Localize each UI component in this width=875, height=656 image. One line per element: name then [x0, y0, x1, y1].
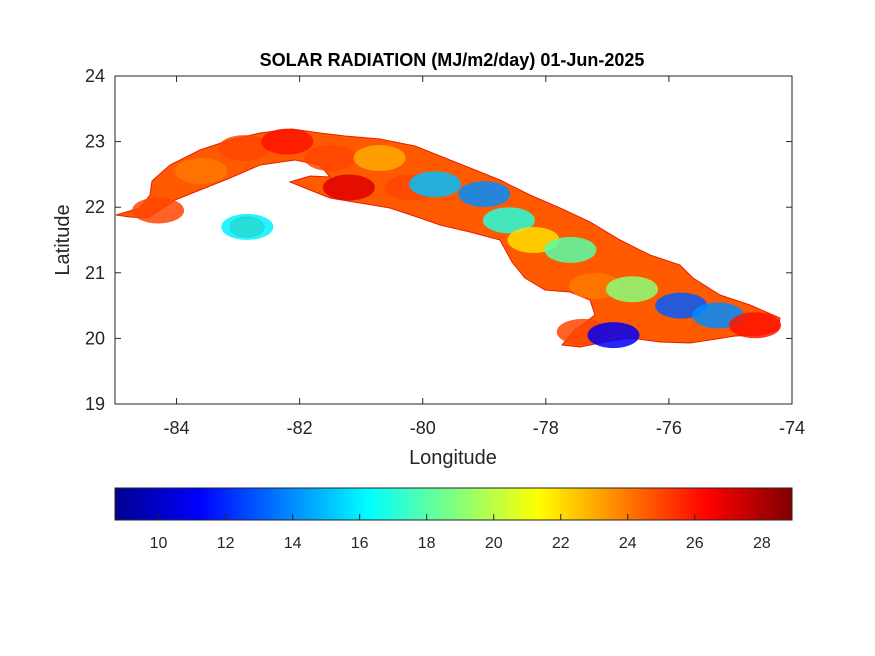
y-tick-label: 20: [85, 328, 105, 348]
value-cell-14: [605, 276, 658, 303]
x-tick-label: -76: [656, 418, 682, 438]
colorbar-tick-label: 20: [485, 535, 503, 552]
plot-area: [114, 75, 793, 405]
value-cell-4: [304, 145, 357, 171]
colorbar-tick-label: 28: [753, 535, 771, 552]
x-axis-label: Longitude: [409, 447, 497, 469]
colorbar-tick-label: 16: [351, 535, 369, 552]
value-cell-10: [482, 207, 535, 234]
x-tick-label: -82: [287, 418, 313, 438]
value-cell-12: [544, 236, 597, 263]
x-tick-label: -74: [779, 418, 805, 438]
colorbar: [114, 487, 793, 521]
x-tick-label: -84: [164, 418, 190, 438]
x-tick-label: -80: [410, 418, 436, 438]
y-tick-label: 23: [85, 132, 105, 152]
y-tick-label: 21: [85, 263, 105, 283]
y-tick-label: 24: [85, 66, 105, 86]
value-cell-6: [353, 145, 406, 171]
value-cell-20: [221, 213, 274, 240]
colorbar-tick-label: 14: [284, 535, 302, 552]
chart-title: SOLAR RADIATION (MJ/m2/day) 01-Jun-2025: [260, 50, 645, 70]
colorbar-tick-label: 10: [150, 535, 168, 552]
value-cell-1: [175, 158, 228, 185]
colorbar-ticks: 10 12 14 16 18 20 22 24 26 28: [150, 514, 771, 552]
colorbar-tick-label: 22: [552, 535, 570, 552]
y-axis: 19 20 21 22 23 24: [85, 66, 792, 414]
value-cell-2: [218, 135, 271, 162]
value-cell-3: [261, 128, 314, 155]
value-cell-8: [409, 171, 462, 198]
colorbar-tick-label: 24: [619, 535, 637, 552]
value-cell-17: [729, 312, 782, 339]
value-cell-0: [132, 197, 185, 224]
x-axis: -84 -82 -80 -78 -76 -74: [164, 76, 805, 438]
heatmap-layer: [115, 128, 782, 349]
colorbar-tick-label: 18: [418, 535, 436, 552]
colorbar-tick-label: 26: [686, 535, 704, 552]
value-cell-5: [322, 174, 375, 201]
y-tick-label: 22: [85, 197, 105, 217]
value-cell-19: [587, 322, 640, 349]
y-tick-label: 19: [85, 394, 105, 414]
y-axis-label: Latitude: [52, 204, 74, 275]
colorbar-tick-label: 12: [217, 535, 235, 552]
value-cell-9: [458, 181, 511, 208]
x-tick-label: -78: [533, 418, 559, 438]
